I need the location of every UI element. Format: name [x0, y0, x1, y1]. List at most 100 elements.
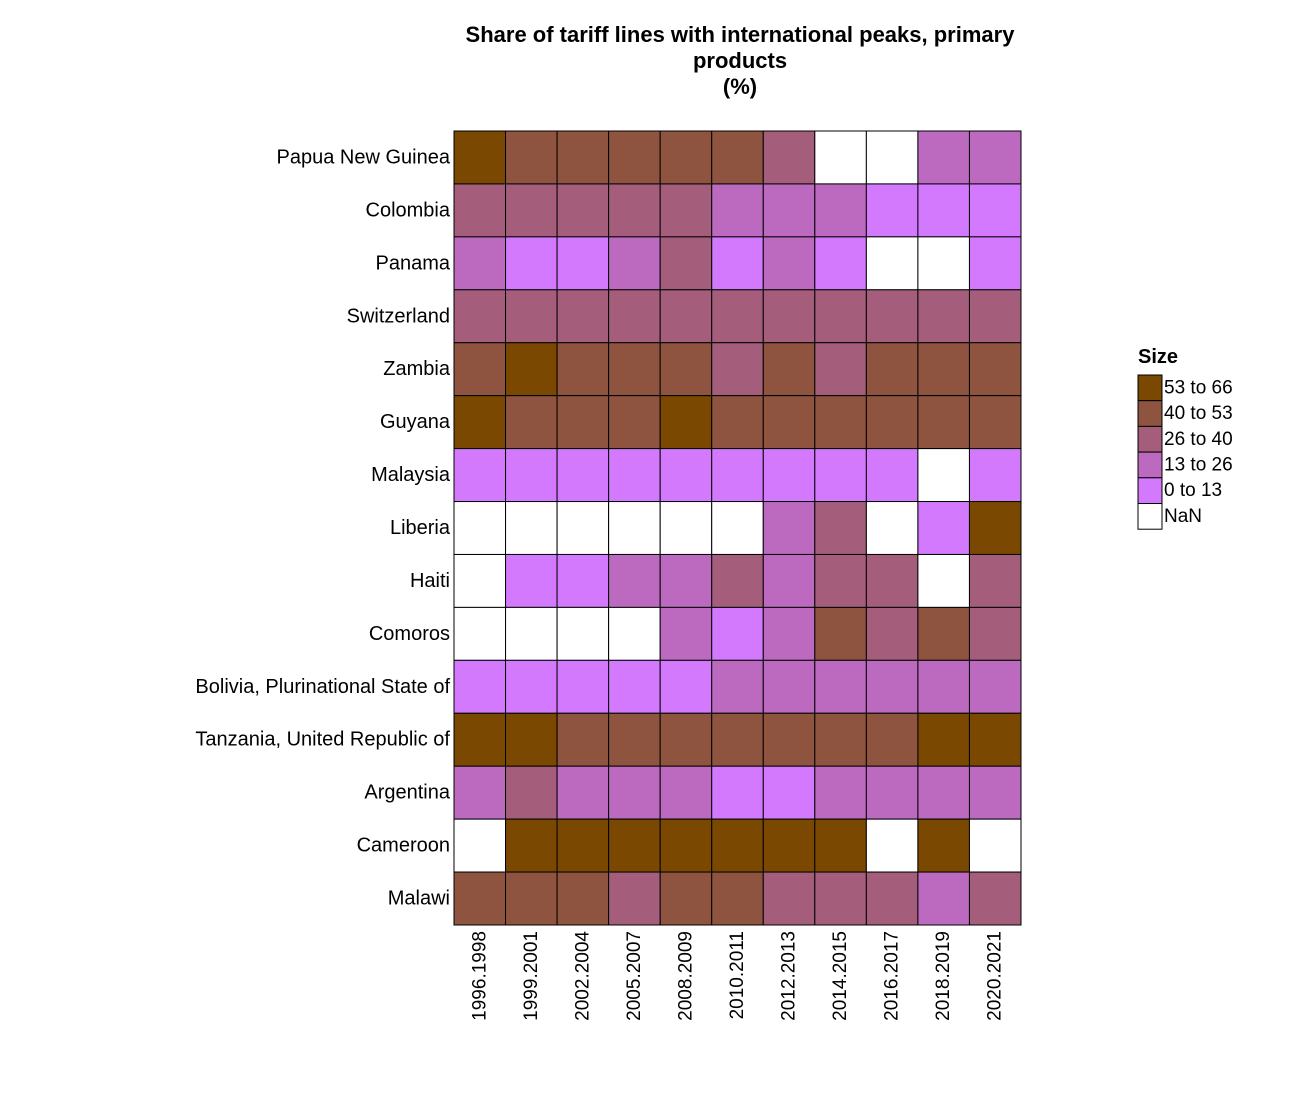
row-label: Malawi — [388, 888, 450, 910]
heatmap-cell — [608, 395, 661, 450]
heatmap-cell — [917, 818, 970, 873]
heatmap-cell — [917, 606, 970, 661]
legend-label: 26 to 40 — [1164, 429, 1233, 450]
heatmap-cell — [865, 448, 919, 503]
heatmap-cell — [659, 342, 713, 397]
heatmap-cell — [505, 765, 558, 820]
column-label: 2020.2021 — [985, 931, 1006, 1021]
heatmap-cell — [814, 130, 867, 185]
heatmap-cell — [453, 501, 507, 555]
heatmap-cell — [453, 765, 507, 820]
heatmap-cell — [608, 448, 661, 503]
heatmap-cell — [865, 501, 919, 555]
heatmap-cell — [608, 342, 661, 397]
heatmap-cell — [608, 606, 661, 661]
heatmap-cell — [762, 130, 816, 185]
heatmap-cell — [865, 765, 919, 820]
column-label: 2018.2019 — [933, 931, 954, 1021]
heatmap-cell — [505, 130, 558, 185]
heatmap-cell — [556, 606, 610, 661]
heatmap-cell — [865, 818, 919, 873]
chart-title-line-2: products — [692, 48, 788, 73]
heatmap-cell — [762, 183, 816, 238]
legend-swatch — [1137, 477, 1163, 504]
heatmap-cell — [814, 818, 867, 873]
heatmap-cell — [659, 289, 713, 344]
heatmap-cell — [968, 659, 1022, 714]
heatmap-cell — [453, 871, 507, 926]
heatmap-cell — [711, 818, 764, 873]
heatmap-cell — [762, 289, 816, 344]
heatmap-cell — [814, 395, 867, 450]
heatmap-cell — [659, 818, 713, 873]
heatmap-cell — [762, 606, 816, 661]
heatmap-cell — [711, 289, 764, 344]
heatmap-cell — [762, 712, 816, 767]
row-label: Malaysia — [371, 464, 451, 486]
row-label: Cameroon — [357, 835, 450, 857]
heatmap-cell — [556, 130, 610, 185]
column-label: 2016.2017 — [882, 931, 903, 1021]
legend-label: NaN — [1164, 506, 1202, 527]
heatmap-cell — [762, 659, 816, 714]
heatmap-cell — [608, 501, 661, 555]
heatmap-cell — [453, 606, 507, 661]
row-label: Zambia — [383, 358, 451, 380]
row-label: Papua New Guinea — [277, 146, 451, 168]
heatmap-cell — [917, 183, 970, 238]
row-label: Colombia — [366, 199, 451, 221]
heatmap-cell — [917, 501, 970, 555]
chart-title-line-3: (%) — [722, 74, 758, 99]
legend-label: 0 to 13 — [1164, 480, 1222, 501]
heatmap-cell — [814, 871, 867, 926]
heatmap-cell — [711, 448, 764, 503]
heatmap-cell — [762, 448, 816, 503]
heatmap-cell — [865, 342, 919, 397]
heatmap-cell — [556, 712, 610, 767]
heatmap-cell — [814, 342, 867, 397]
heatmap-cell — [762, 871, 816, 926]
column-label: 2008.2009 — [675, 931, 696, 1021]
heatmap-cell — [659, 183, 713, 238]
heatmap-cell — [917, 236, 970, 291]
heatmap-cell — [762, 395, 816, 450]
heatmap-cell — [865, 553, 919, 608]
heatmap-cell — [453, 342, 507, 397]
heatmap-cell — [659, 395, 713, 450]
heatmap-cell — [505, 448, 558, 503]
heatmap-cell — [814, 765, 867, 820]
heatmap-cell — [659, 501, 713, 555]
heatmap-cell — [453, 395, 507, 450]
heatmap-cell — [711, 501, 764, 555]
heatmap-cell — [814, 553, 867, 608]
heatmap-cell — [814, 448, 867, 503]
heatmap-cell — [608, 818, 661, 873]
heatmap-cell — [505, 342, 558, 397]
heatmap-cell — [505, 501, 558, 555]
heatmap-cell — [608, 659, 661, 714]
heatmap-cell — [608, 289, 661, 344]
heatmap-cell — [505, 236, 558, 291]
heatmap-cell — [711, 765, 764, 820]
legend-swatch — [1137, 503, 1163, 530]
heatmap-cell — [762, 236, 816, 291]
heatmap-cell — [608, 553, 661, 608]
legend-swatch — [1137, 451, 1163, 479]
heatmap-cell — [865, 659, 919, 714]
heatmap-cell — [968, 553, 1022, 608]
heatmap-cell — [711, 553, 764, 608]
heatmap-cell — [505, 606, 558, 661]
legend-label: 13 to 26 — [1164, 454, 1233, 475]
heatmap-cell — [505, 659, 558, 714]
column-label: 1999.2001 — [521, 931, 542, 1021]
heatmap-cell — [556, 818, 610, 873]
heatmap-cell — [608, 236, 661, 291]
heatmap-cell — [453, 659, 507, 714]
row-label: Haiti — [410, 570, 450, 592]
row-label: Switzerland — [347, 305, 450, 327]
heatmap-cell — [659, 553, 713, 608]
legend: Size 53 to 66 40 to 53 26 to 40 13 to 26 0 to… — [1137, 346, 1233, 530]
heatmap-cell — [556, 501, 610, 555]
heatmap-cell — [917, 659, 970, 714]
heatmap-cell — [814, 236, 867, 291]
